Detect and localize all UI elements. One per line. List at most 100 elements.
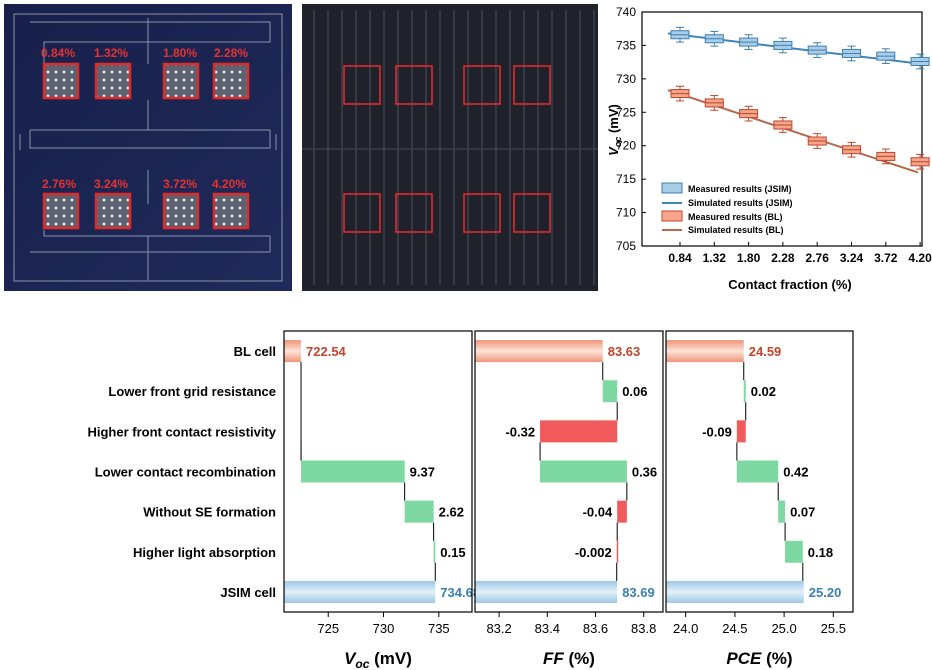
x-tick-label: 725 [317,621,339,636]
waterfall-bar-gain [736,460,779,483]
x-tick-label: 3.24 [840,251,864,265]
waterfall-row-label: JSIM cell [220,585,276,600]
cell-front-photo [302,4,598,291]
contact-fraction-label: 2.28% [214,46,248,60]
y-tick-label: 735 [616,38,636,52]
loss-waterfall-chart: BL cell Lower front grid resistance Higher… [87,330,854,670]
waterfall-axis-title: PCE (%) [726,649,792,668]
waterfall-value-label: 0.02 [751,384,776,399]
waterfall-bar-jsim [666,580,804,603]
waterfall-bar-gain [301,460,405,483]
waterfall-axis-title: FF (%) [543,649,595,668]
waterfall-bar-gain [743,380,746,403]
waterfall-bar-bl [666,340,744,363]
region-box [513,193,551,233]
x-tick-label: 1.80 [737,251,761,265]
x-tick-label: 25.0 [771,621,796,636]
waterfall-row-label: Without SE formation [143,505,276,520]
voc-plot-frame [641,11,923,247]
waterfall-value-label: -0.32 [505,424,535,439]
region-box [395,193,433,233]
waterfall-value-label: 734.68 [440,585,480,600]
waterfall-value-label: 722.54 [306,344,347,359]
test-pad [212,62,250,100]
waterfall-value-label: 24.59 [749,344,782,359]
waterfall-bar-gain [540,460,627,483]
region-box [343,65,381,105]
region-box [343,193,381,233]
x-tick-label: 83.8 [631,621,656,636]
y-tick-label: 730 [616,72,636,86]
waterfall-bar-loss [736,420,746,443]
waterfall-row-label: BL cell [234,344,276,359]
waterfall-value-label: 83.63 [608,344,641,359]
y-tick-label: 720 [616,139,636,153]
waterfall-bar-bl [475,340,603,363]
x-tick-label: 2.76 [806,251,830,265]
x-tick-label: 1.32 [703,251,727,265]
contact-fraction-label: 1.80% [163,46,197,60]
x-tick-label: 24.5 [722,621,747,636]
x-tick-label: 730 [373,621,395,636]
waterfall-bar-gain [785,540,803,563]
test-wafer-photo: 0.84% 1.32% 1.80% 2.28% 2.76% 3.24% 3.72… [4,4,292,291]
waterfall-panel: 83.63 0.06 -0.32 0.36 -0.04 -0.002 83.69 83.2 83… [474,330,664,668]
x-tick-label: 3.72 [874,251,898,265]
waterfall-panel: 24.59 0.02 -0.09 0.42 0.07 0.18 25.20 24.0 24.5 2… [665,330,854,668]
waterfall-frame [665,330,854,613]
waterfall-bar-jsim [475,580,618,603]
x-tick-label: 4.20 [908,251,932,265]
y-tick-label: 740 [616,5,636,19]
contact-fraction-label: 3.72% [163,177,197,191]
test-pad [212,192,250,230]
y-tick-label: 725 [616,105,636,119]
waterfall-value-label: 25.20 [809,585,842,600]
x-tick-label: 83.2 [486,621,511,636]
y-tick-label: 710 [616,206,636,220]
y-axis-title: Voc (mV) [606,104,623,156]
waterfall-row-label: Lower front grid resistance [108,384,276,399]
waterfall-frame [474,330,664,613]
voc-box-chart: 705 710 715 720 725 730 735 740 0.84 1.32 1.80 2.28… [606,5,932,292]
x-tick-label: 25.5 [821,621,846,636]
x-tick-label: 735 [428,621,450,636]
waterfall-value-label: 2.62 [439,505,464,520]
waterfall-axis-title: Voc (mV) [344,649,412,670]
waterfall-value-label: 0.06 [622,384,647,399]
test-wafer-image: 0.84% 1.32% 1.80% 2.28% 2.76% 3.24% 3.72… [4,4,292,291]
waterfall-value-label: 0.18 [808,545,833,560]
waterfall-bar-gain [778,500,786,523]
y-tick-label: 715 [616,172,636,186]
waterfall-value-label: -0.09 [702,424,732,439]
contact-fraction-label: 4.20% [212,177,246,191]
waterfall-value-label: -0.04 [583,505,613,520]
waterfall-value-label: 0.36 [632,465,657,480]
waterfall-value-label: 0.15 [440,545,465,560]
waterfall-bar-gain [433,540,436,563]
legend-swatch-bl-measured [661,210,683,222]
test-pad [94,192,132,230]
waterfall-row-label: Lower contact recombination [95,465,276,480]
contact-fraction-label: 2.76% [42,177,76,191]
waterfall-value-label: 83.69 [622,585,655,600]
region-box [463,193,501,233]
waterfall-bar-loss [617,500,627,523]
contact-fraction-label: 0.84% [41,46,75,60]
x-tick-label: 83.6 [583,621,608,636]
contact-fraction-label: 3.24% [94,177,128,191]
test-pad [42,192,80,230]
waterfall-panel: 722.54 9.37 2.62 0.15 734.68 725 730 735 Voc (mV… [283,330,480,670]
waterfall-bar-gain [404,500,434,523]
legend-swatch-jsim-measured [661,182,683,194]
waterfall-bar-loss [616,540,619,563]
waterfall-bar-loss [540,420,618,443]
x-tick-label: 0.84 [668,251,692,265]
test-pad [162,62,200,100]
legend-label: Simulated results (JSIM) [688,198,793,208]
contact-fraction-label: 1.32% [94,46,128,60]
waterfall-frame [283,330,473,613]
test-pad [162,192,200,230]
y-tick-label: 705 [616,239,636,253]
region-box [513,65,551,105]
x-tick-label: 2.28 [771,251,795,265]
